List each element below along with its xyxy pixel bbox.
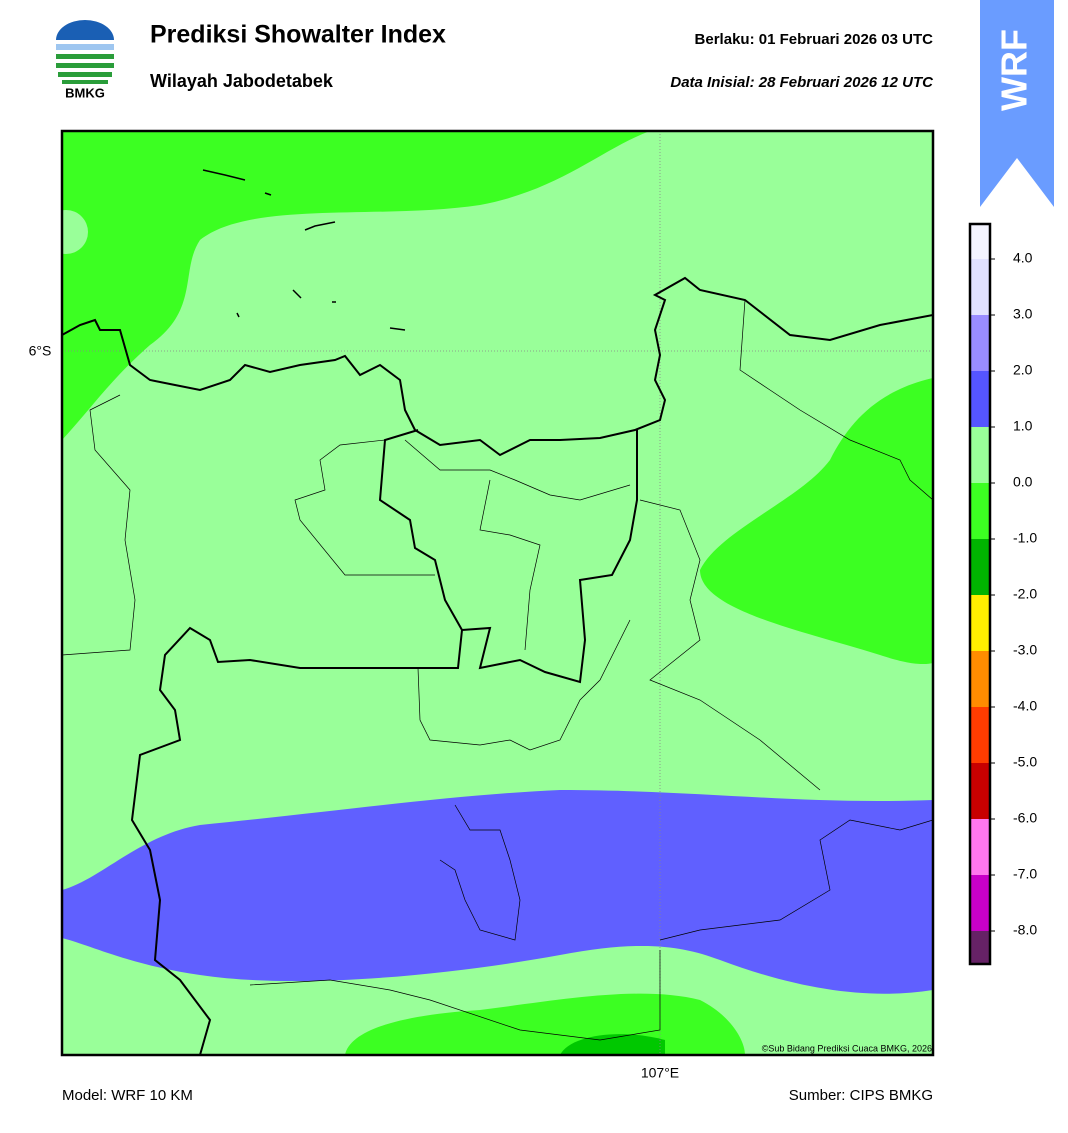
colorbar-label: 4.0: [1013, 250, 1033, 266]
colorbar-band: [970, 371, 990, 427]
colorbar-band: [970, 763, 990, 819]
colorbar-band: [970, 707, 990, 763]
map: [62, 131, 933, 1055]
lon-label: 107°E: [641, 1065, 679, 1081]
colorbar: 4.0 3.0 2.0 1.0 0.0 -1.0 -2.0 -3.0 -4.0 -5.0 -6.0 -…: [968, 222, 1037, 966]
colorbar-label: 1.0: [1013, 418, 1033, 434]
colorbar-label: 3.0: [1013, 306, 1033, 322]
logo-text: BMKG: [65, 85, 105, 100]
colorbar-band: [970, 259, 990, 315]
colorbar-frame: [968, 222, 992, 966]
badge-text: WRF: [994, 29, 1035, 111]
colorbar-label: 0.0: [1013, 474, 1033, 490]
title: Prediksi Showalter Index: [150, 21, 446, 49]
badge: [980, 0, 1054, 207]
initial-time: Data Inisial: 28 Februari 2026 12 UTC: [670, 74, 934, 91]
colorbar-label: -7.0: [1013, 866, 1037, 882]
valid-time: Berlaku: 01 Februari 2026 03 UTC: [695, 31, 934, 48]
logo: [56, 20, 114, 84]
colorbar-band: [970, 819, 990, 875]
footer-source: Sumber: CIPS BMKG: [789, 1087, 933, 1104]
colorbar-band: [970, 315, 990, 371]
colorbar-label: -4.0: [1013, 698, 1037, 714]
colorbar-label: -8.0: [1013, 922, 1037, 938]
colorbar-label: 2.0: [1013, 362, 1033, 378]
map-frame: [60, 129, 935, 1057]
colorbar-label: -5.0: [1013, 754, 1037, 770]
colorbar-band: [970, 224, 990, 259]
colorbar-band: [970, 651, 990, 707]
copyright: ©Sub Bidang Prediksi Cuaca BMKG, 2026: [762, 1043, 932, 1053]
colorbar-band: [970, 931, 990, 964]
colorbar-label: -1.0: [1013, 530, 1037, 546]
colorbar-band: [970, 483, 990, 539]
colorbar-band: [970, 427, 990, 483]
colorbar-band: [970, 875, 990, 931]
footer-model: Model: WRF 10 KM: [62, 1087, 193, 1104]
colorbar-label: -3.0: [1013, 642, 1037, 658]
colorbar-label: -2.0: [1013, 586, 1037, 602]
lat-label: 6°S: [29, 343, 52, 359]
colorbar-band: [970, 595, 990, 651]
subtitle: Wilayah Jabodetabek: [150, 71, 334, 91]
colorbar-label: -6.0: [1013, 810, 1037, 826]
colorbar-band: [970, 539, 990, 595]
